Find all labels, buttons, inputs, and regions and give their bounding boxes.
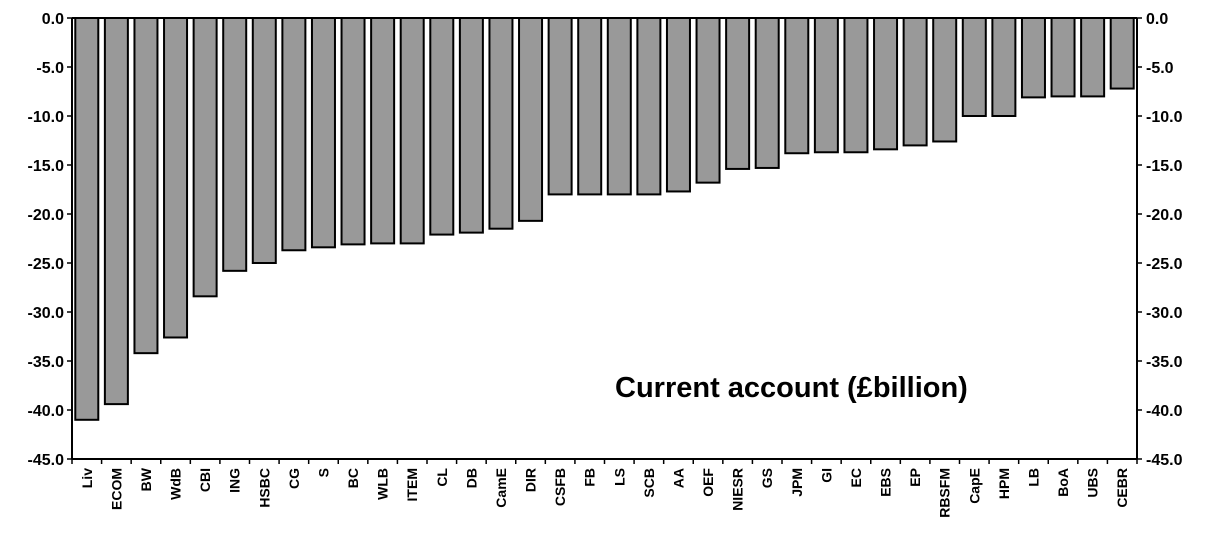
bar-OEF [695, 17, 721, 184]
bar-CamE [488, 17, 514, 230]
y-tick-label-left: -10.0 [28, 109, 65, 126]
right-y-axis-ticks: 0.0 -5.0 -10.0 -15.0 -20.0 -25.0 -30.0 -35.0 -40… [1137, 11, 1183, 469]
y-tick-label-right: -30.0 [1146, 305, 1183, 322]
y-tick-label-right: -5.0 [1146, 60, 1174, 77]
category-label-ECOM: ECOM [108, 468, 124, 510]
bar-HPM [991, 17, 1017, 117]
category-label-GI: GI [818, 468, 834, 483]
category-label-FB: FB [582, 468, 598, 487]
category-label-CamE: CamE [493, 468, 509, 508]
bar-EP [902, 17, 928, 147]
bar-GS [754, 17, 780, 169]
category-label-CSFB: CSFB [552, 468, 568, 506]
category-label-GS: GS [759, 468, 775, 488]
y-tick-label-left: -30.0 [28, 305, 65, 322]
category-label-ING: ING [227, 468, 243, 493]
category-label-CG: CG [286, 468, 302, 489]
bar-NIESR [725, 17, 751, 170]
category-label-NIESR: NIESR [730, 468, 746, 511]
y-tick-label-left: -45.0 [28, 452, 65, 469]
left-y-axis-ticks: 0.0 -5.0 -10.0 -15.0 -20.0 -25.0 -30.0 -35.0 -40… [28, 11, 72, 469]
bar-EC [843, 17, 869, 154]
category-label-LS: LS [611, 468, 627, 486]
category-label-Liv: Liv [79, 468, 95, 488]
category-label-RBSFM: RBSFM [937, 468, 953, 518]
category-label-UBS: UBS [1085, 468, 1101, 498]
bar-LS [606, 17, 632, 196]
y-tick-label-left: -25.0 [28, 256, 65, 273]
bar-Liv [74, 17, 100, 421]
chart-title: Current account (£billion) [615, 372, 968, 404]
y-tick-label-right: 0.0 [1146, 11, 1168, 28]
category-label-LB: LB [1025, 468, 1041, 487]
bar-DIR [518, 17, 544, 222]
y-tick-label-left: -40.0 [28, 403, 65, 420]
y-tick-label-right: -40.0 [1146, 403, 1183, 420]
category-label-ITEM: ITEM [404, 468, 420, 501]
bar-CL [429, 17, 455, 236]
category-label-CapE: CapE [966, 468, 982, 504]
bar-FB [577, 17, 603, 196]
axes-group [71, 17, 1138, 464]
bar-ITEM [399, 17, 425, 245]
bar-GI [813, 17, 839, 154]
category-label-HSBC: HSBC [256, 468, 272, 508]
bar-ECOM [103, 17, 129, 406]
bar-CapE [961, 17, 987, 117]
bar-S [310, 17, 336, 249]
category-label-BC: BC [345, 468, 361, 488]
y-tick-label-left: -15.0 [28, 158, 65, 175]
bar-AA [665, 17, 691, 193]
category-label-HPM: HPM [996, 468, 1012, 499]
bar-CG [281, 17, 307, 252]
bar-WLB [370, 17, 396, 245]
category-label-EBS: EBS [878, 468, 894, 497]
y-tick-label-right: -35.0 [1146, 354, 1183, 371]
bar-JPM [784, 17, 810, 155]
y-tick-label-left: 0.0 [42, 11, 64, 28]
category-label-DB: DB [463, 468, 479, 488]
category-label-WdB: WdB [168, 468, 184, 500]
bar-SCB [636, 17, 662, 196]
bar-EBS [873, 17, 899, 151]
bar-BW [133, 17, 159, 355]
bar-DB [458, 17, 484, 234]
category-label-S: S [315, 468, 331, 477]
category-label-CBI: CBI [197, 468, 213, 492]
bars-group [74, 17, 1135, 421]
y-tick-label-right: -20.0 [1146, 207, 1183, 224]
category-label-CEBR: CEBR [1114, 468, 1130, 508]
y-tick-label-left: -20.0 [28, 207, 65, 224]
bar-UBS [1080, 17, 1106, 98]
category-label-WLB: WLB [375, 468, 391, 500]
bar-RBSFM [932, 17, 958, 143]
y-tick-label-right: -10.0 [1146, 109, 1183, 126]
category-label-BW: BW [138, 467, 154, 491]
bar-BoA [1050, 17, 1076, 98]
bar-WdB [163, 17, 189, 339]
category-label-DIR: DIR [523, 468, 539, 492]
category-label-SCB: SCB [641, 468, 657, 498]
category-labels: Liv ECOM BW WdB CBI ING HSBC CG S BC WLB ITEM CL DB Ca… [79, 467, 1130, 518]
bar-HSBC [251, 17, 277, 264]
category-label-AA: AA [670, 468, 686, 488]
y-tick-label-right: -15.0 [1146, 158, 1183, 175]
category-label-CL: CL [434, 468, 450, 487]
bar-BC [340, 17, 366, 246]
category-label-EC: EC [848, 468, 864, 487]
y-tick-label-right: -25.0 [1146, 256, 1183, 273]
bar-CSFB [547, 17, 573, 196]
bar-LB [1020, 17, 1046, 99]
category-label-EP: EP [907, 468, 923, 487]
bar-CEBR [1109, 17, 1135, 90]
y-tick-label-left: -5.0 [36, 60, 64, 77]
y-tick-label-right: -45.0 [1146, 452, 1183, 469]
bar-ING [222, 17, 248, 272]
category-label-OEF: OEF [700, 468, 716, 497]
category-label-JPM: JPM [789, 468, 805, 497]
bar-CBI [192, 17, 218, 298]
y-tick-label-left: -35.0 [28, 354, 65, 371]
category-label-BoA: BoA [1055, 468, 1071, 497]
